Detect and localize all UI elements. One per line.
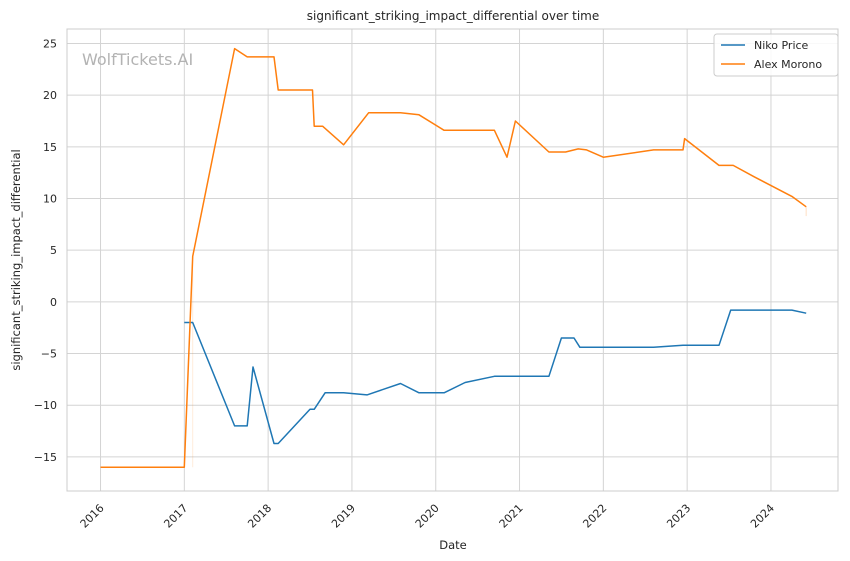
series-line-alex-morono bbox=[100, 47, 807, 468]
y-tick-label: 5 bbox=[50, 244, 57, 257]
x-axis-label: Date bbox=[439, 538, 467, 552]
series-lines bbox=[100, 47, 807, 468]
watermark: WolfTickets.AI bbox=[82, 50, 193, 69]
plot-frame bbox=[66, 28, 839, 492]
legend-label-alex-morono: Alex Morono bbox=[754, 58, 822, 71]
legend-label-niko-price: Niko Price bbox=[754, 39, 809, 52]
y-tick-labels: −15 −10 −5 0 5 10 15 20 25 bbox=[34, 37, 57, 463]
y-axis-label: significant_striking_impact_differential bbox=[9, 149, 23, 370]
y-tick-label: 15 bbox=[43, 141, 57, 154]
y-tick-label: 20 bbox=[43, 89, 57, 102]
y-tick-label: 25 bbox=[43, 37, 57, 50]
faint-band-lines bbox=[192, 206, 807, 468]
series-line-niko-price bbox=[184, 309, 807, 445]
chart-title: significant_striking_impact_differential… bbox=[307, 9, 599, 23]
y-tick-label: 10 bbox=[43, 193, 57, 206]
y-tick-label: −15 bbox=[34, 451, 57, 464]
y-tick-label: −10 bbox=[34, 399, 57, 412]
grid bbox=[67, 29, 838, 491]
y-tick-label: −5 bbox=[41, 348, 57, 361]
y-tick-label: 0 bbox=[50, 296, 57, 309]
legend: Niko Price Alex Morono bbox=[713, 33, 839, 77]
